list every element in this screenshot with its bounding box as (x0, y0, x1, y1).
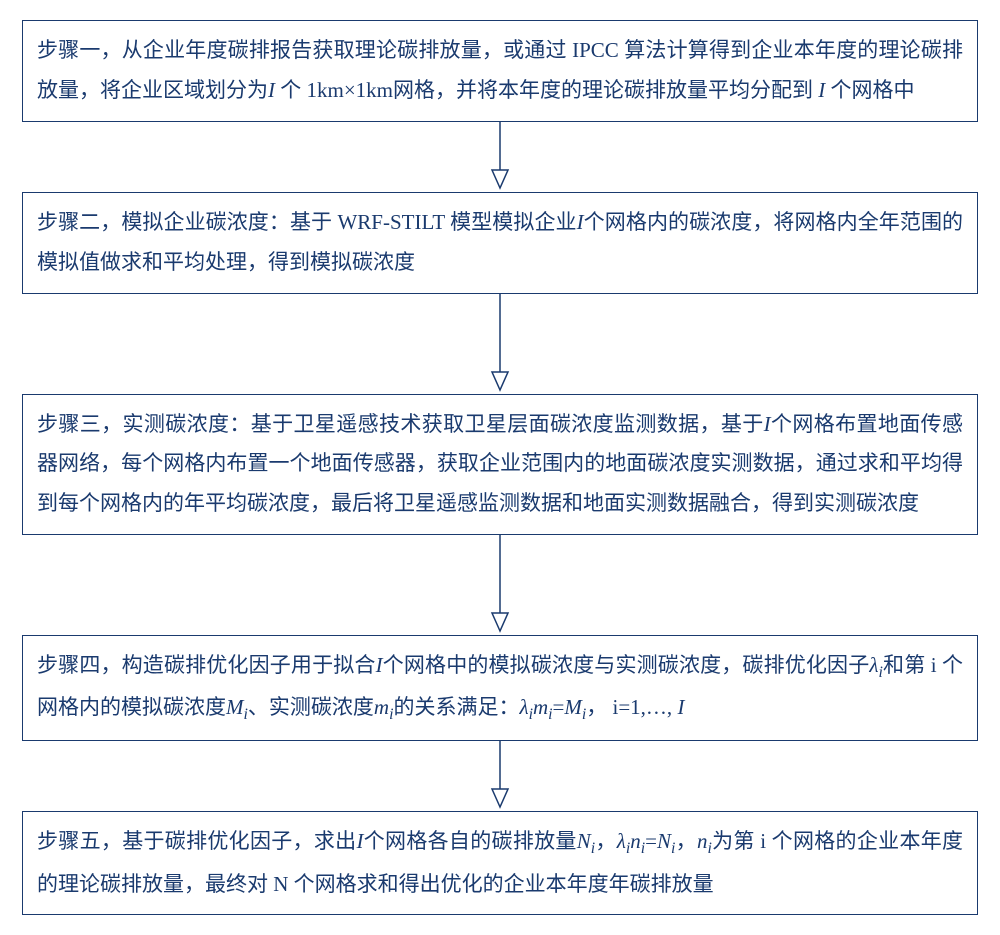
step4-M: M (226, 695, 244, 719)
step5-lam: λ (617, 829, 626, 853)
step2-t2: 模型模拟企业 (450, 210, 576, 234)
step4-eq-m: m (533, 695, 548, 719)
step4-prefix: 步骤四， (37, 653, 122, 677)
step2-t1: 模拟企业碳浓度：基于 (121, 210, 332, 234)
step5-t5: 为第 (712, 829, 755, 853)
step5-t3: ， (595, 829, 617, 853)
step1-t3: 个 (275, 78, 307, 102)
step4-eq-M: M (564, 695, 582, 719)
step4-I1: I (376, 653, 383, 677)
step-box-4: 步骤四，构造碳排优化因子用于拟合I个网格中的模拟碳浓度与实测碳浓度，碳排优化因子… (22, 635, 978, 741)
step1-km: 1km×1km (307, 78, 394, 102)
step4-eq-l: λ (519, 695, 528, 719)
step4-m: m (374, 695, 389, 719)
step4-lam: λ (869, 653, 878, 677)
step-box-3: 步骤三，实测碳浓度：基于卫星遥感技术获取卫星层面碳浓度监测数据，基于I个网格布置… (22, 394, 978, 536)
step3-t1: 实测碳浓度：基于卫星遥感技术获取卫星层面碳浓度监测数据，基于 (123, 412, 764, 436)
step5-t7: 个网格求和得出优化的企业本年度年碳排放量 (294, 872, 714, 896)
flowchart: 步骤一，从企业年度碳排报告获取理论碳排放量，或通过 IPCC 算法计算得到企业本… (22, 20, 978, 915)
step4-iplain: i (925, 653, 942, 677)
step4-t2: 个网格中的模拟碳浓度与实测碳浓度，碳排优化因子 (383, 653, 870, 677)
step3-I1: I (764, 412, 771, 436)
step1-I1: I (268, 78, 275, 102)
step5-iplain: i (755, 829, 772, 853)
arrow-2 (485, 294, 515, 394)
step5-N2: N (657, 829, 671, 853)
step4-range: i=1,…, (613, 695, 678, 719)
step4-I2: I (677, 695, 684, 719)
step-box-5: 步骤五，基于碳排优化因子，求出I个网格各自的碳排放量Ni，λini=Ni，ni为… (22, 811, 978, 915)
step2-wrf: WRF-STILT (332, 210, 450, 234)
step5-t1: 基于碳排优化因子，求出 (122, 829, 356, 853)
step3-prefix: 步骤三， (37, 412, 123, 436)
arrow-3 (485, 535, 515, 635)
step4-t1: 构造碳排优化因子用于拟合 (122, 653, 376, 677)
step4-eq-eq: = (553, 695, 565, 719)
step5-t4: ， (675, 829, 697, 853)
step2-I1: I (577, 210, 584, 234)
step4-t7: ， (586, 695, 612, 719)
step1-t4: 网格，并将本年度的理论碳排放量平均分配到 (393, 78, 818, 102)
step5-n2: n (697, 829, 708, 853)
step5-eq: = (645, 829, 657, 853)
step5-Nplain: N (268, 872, 294, 896)
step1-t1: 从企业年度碳排报告获取理论碳排放量，或通过 (122, 38, 567, 62)
step5-t2: 个网格各自的碳排放量 (363, 829, 576, 853)
step-box-2: 步骤二，模拟企业碳浓度：基于 WRF-STILT 模型模拟企业I个网格内的碳浓度… (22, 192, 978, 294)
step4-t6: 的关系满足： (393, 695, 519, 719)
step4-t3: 和第 (883, 653, 925, 677)
step2-prefix: 步骤二， (37, 210, 121, 234)
step5-prefix: 步骤五， (37, 829, 122, 853)
step4-t5: 、实测碳浓度 (248, 695, 374, 719)
step-box-1: 步骤一，从企业年度碳排报告获取理论碳排放量，或通过 IPCC 算法计算得到企业本… (22, 20, 978, 122)
step1-ipcc: IPCC (567, 38, 625, 62)
step1-t5: 个网格中 (825, 78, 914, 102)
step5-N: N (577, 829, 591, 853)
arrow-1 (485, 122, 515, 192)
step5-n: n (630, 829, 641, 853)
arrow-4 (485, 741, 515, 811)
step1-prefix: 步骤一， (37, 38, 122, 62)
